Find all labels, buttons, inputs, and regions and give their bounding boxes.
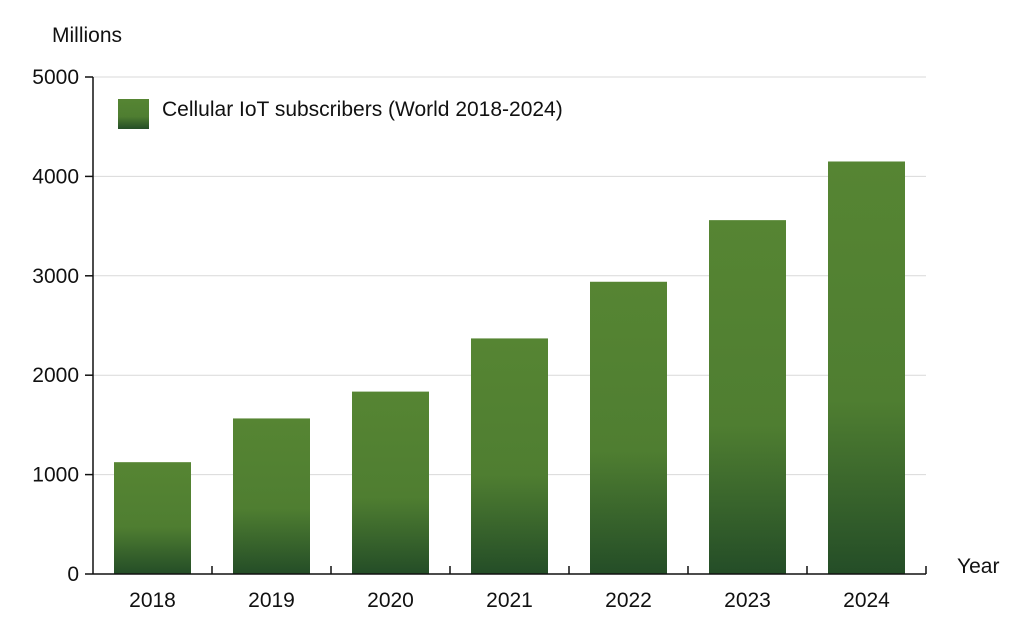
y-tick-label: 4000	[32, 165, 79, 188]
y-axis-title: Millions	[52, 24, 122, 47]
x-axis-title: Year	[957, 555, 999, 578]
x-ticks: 2018 2019 2020 2021 2022 2023 2024	[129, 566, 927, 612]
y-tick-label: 3000	[32, 265, 79, 288]
x-tick-label: 2022	[605, 589, 652, 612]
y-tick-label: 2000	[32, 364, 79, 387]
bar-2024	[828, 161, 905, 575]
x-tick-label: 2023	[724, 589, 771, 612]
bar-2019	[233, 418, 310, 574]
bar-2022	[590, 281, 667, 574]
bar-2018	[114, 462, 191, 574]
x-tick-label: 2021	[486, 589, 533, 612]
y-tick-label: 0	[67, 563, 79, 586]
bar-2020	[352, 391, 429, 574]
x-tick-label: 2024	[843, 589, 890, 612]
legend: Cellular IoT subscribers (World 2018-202…	[118, 98, 563, 129]
x-tick-label: 2020	[367, 589, 414, 612]
bars	[114, 161, 905, 575]
y-ticks: 0 1000 2000 3000 4000 5000	[32, 66, 93, 586]
legend-label: Cellular IoT subscribers (World 2018-202…	[162, 98, 563, 121]
x-tick-label: 2019	[248, 589, 295, 612]
x-tick-label: 2018	[129, 589, 176, 612]
bar-2023	[709, 220, 786, 575]
y-tick-label: 1000	[32, 464, 79, 487]
bar-2021	[471, 338, 548, 574]
grid-lines	[93, 76, 926, 476]
legend-swatch	[118, 99, 149, 129]
y-tick-label: 5000	[32, 66, 79, 89]
